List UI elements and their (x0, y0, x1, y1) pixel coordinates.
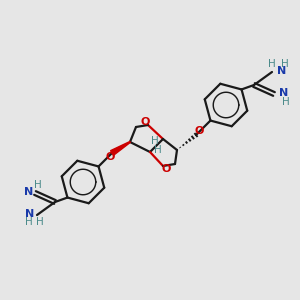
Text: H: H (151, 136, 159, 146)
Text: H: H (268, 59, 276, 69)
Text: H: H (25, 217, 33, 227)
Text: N: N (25, 209, 34, 219)
Polygon shape (111, 142, 130, 155)
Text: O: O (161, 164, 171, 174)
Text: O: O (140, 117, 150, 127)
Text: N: N (277, 66, 286, 76)
Text: O: O (194, 126, 204, 136)
Text: H: H (281, 59, 289, 69)
Text: H: H (34, 180, 42, 190)
Text: H: H (282, 97, 290, 107)
Text: O: O (105, 152, 115, 162)
Text: H: H (154, 145, 162, 155)
Text: N: N (24, 187, 33, 197)
Text: H: H (36, 217, 44, 227)
Text: N: N (279, 88, 288, 98)
